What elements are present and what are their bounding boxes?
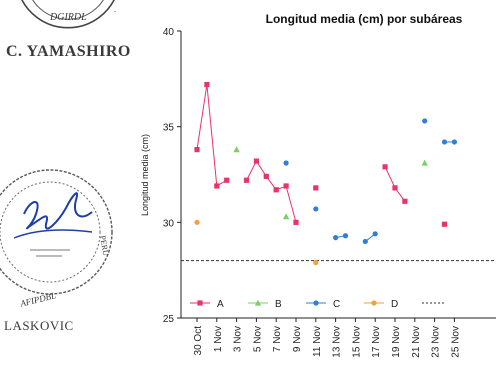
data-point-A: [392, 185, 398, 191]
data-point-D: [194, 219, 200, 225]
data-point-B: [282, 213, 290, 220]
data-point-C: [422, 118, 428, 124]
data-point-B: [421, 159, 428, 166]
data-point-C: [372, 231, 378, 237]
y-tick-label: 40: [163, 27, 175, 38]
data-point-A: [224, 177, 230, 183]
data-point-A: [313, 185, 319, 191]
chart-title: Longitud media (cm) por subáreas: [266, 12, 463, 26]
svg-text:C. YAMASHIRO: C. YAMASHIRO: [6, 43, 131, 60]
data-point-A: [402, 198, 408, 204]
x-tick-label: 30 Oct: [193, 326, 204, 356]
legend-label: A: [217, 299, 224, 310]
data-point-A: [194, 147, 200, 153]
y-tick-label: 35: [163, 123, 175, 134]
legend-swatch-marker: [254, 299, 262, 306]
svg-text:PERU: PERU: [98, 235, 110, 257]
data-point-C: [283, 160, 289, 166]
chart-legend: A B C D: [190, 299, 444, 310]
x-tick-label: 7 Nov: [272, 326, 283, 352]
y-axis-title: Longitud media (cm): [140, 134, 150, 216]
data-point-A: [214, 183, 220, 189]
series-D: [194, 219, 319, 266]
x-tick-label: 13 Nov: [332, 326, 343, 358]
data-point-C: [333, 235, 339, 241]
data-point-A: [204, 81, 210, 88]
data-point-A: [441, 221, 448, 227]
x-tick-label: 19 Nov: [391, 326, 402, 358]
data-point-A: [283, 183, 289, 189]
series-A: [194, 81, 448, 227]
legend-swatch-marker: [197, 300, 203, 306]
legend-item-C: C: [306, 299, 340, 310]
series-line-A: [196, 84, 227, 187]
data-point-C: [342, 233, 349, 239]
x-tick-label: 9 Nov: [292, 326, 303, 352]
legend-item-D: D: [364, 299, 398, 310]
data-point-D: [313, 259, 319, 266]
y-tick-label: 25: [163, 314, 175, 325]
x-tick-label: 5 Nov: [252, 326, 263, 352]
legend-swatch-marker: [371, 300, 377, 306]
x-tick-label: 25 Nov: [450, 326, 461, 358]
data-point-C: [451, 139, 457, 145]
series-C: [283, 118, 457, 245]
legend-label: D: [391, 299, 398, 310]
bottom-signature-name: LASKOVIC: [4, 318, 74, 333]
series-line-A: [384, 166, 406, 202]
svg-text:DGIRDL: DGIRDL: [49, 12, 87, 23]
bottom-stamp: AFIPDBL PERU: [0, 169, 113, 309]
x-tick-label: 21 Nov: [411, 326, 422, 358]
svg-text:.: .: [114, 5, 116, 14]
legend-label: C: [333, 299, 340, 310]
data-point-B: [233, 146, 240, 153]
data-point-C: [313, 206, 319, 212]
data-point-A: [382, 164, 388, 170]
x-axis-ticks: 30 Oct 1 Nov 3 Nov 5 Nov 7 Nov 9 Nov 11 Nov 13 …: [193, 318, 461, 358]
svg-text:LASKOVIC: LASKOVIC: [4, 318, 74, 333]
x-tick-label: 1 Nov: [213, 326, 224, 352]
legend-item-B: B: [248, 299, 282, 310]
data-point-A: [263, 173, 269, 180]
x-tick-label: 3 Nov: [233, 326, 244, 352]
top-stamp: DGIRDL .: [21, 0, 116, 29]
x-tick-label: 17 Nov: [371, 326, 382, 358]
top-signature-name: C. YAMASHIRO: [6, 43, 131, 60]
y-axis-ticks: 25 30 35 40: [163, 27, 181, 325]
x-tick-label: 11 Nov: [312, 326, 323, 357]
data-point-A: [273, 187, 279, 193]
legend-swatch-marker: [313, 300, 319, 306]
data-point-A: [243, 177, 250, 183]
y-tick-label: 30: [163, 218, 175, 229]
chart-axes: [180, 31, 496, 319]
legend-item-A: A: [190, 299, 224, 310]
data-point-C: [362, 238, 368, 245]
stamps-and-signatures: DGIRDL . C. YAMASHIRO AFIPDBL PERU LASKO…: [0, 0, 131, 333]
legend-label: B: [275, 299, 282, 310]
data-point-C: [441, 139, 448, 145]
data-point-A: [293, 219, 299, 225]
x-tick-label: 23 Nov: [431, 326, 442, 358]
data-point-A: [253, 158, 259, 164]
series-B: [233, 146, 428, 220]
series-line-A: [246, 160, 297, 223]
data-series: [194, 81, 457, 266]
x-tick-label: 15 Nov: [351, 326, 362, 358]
